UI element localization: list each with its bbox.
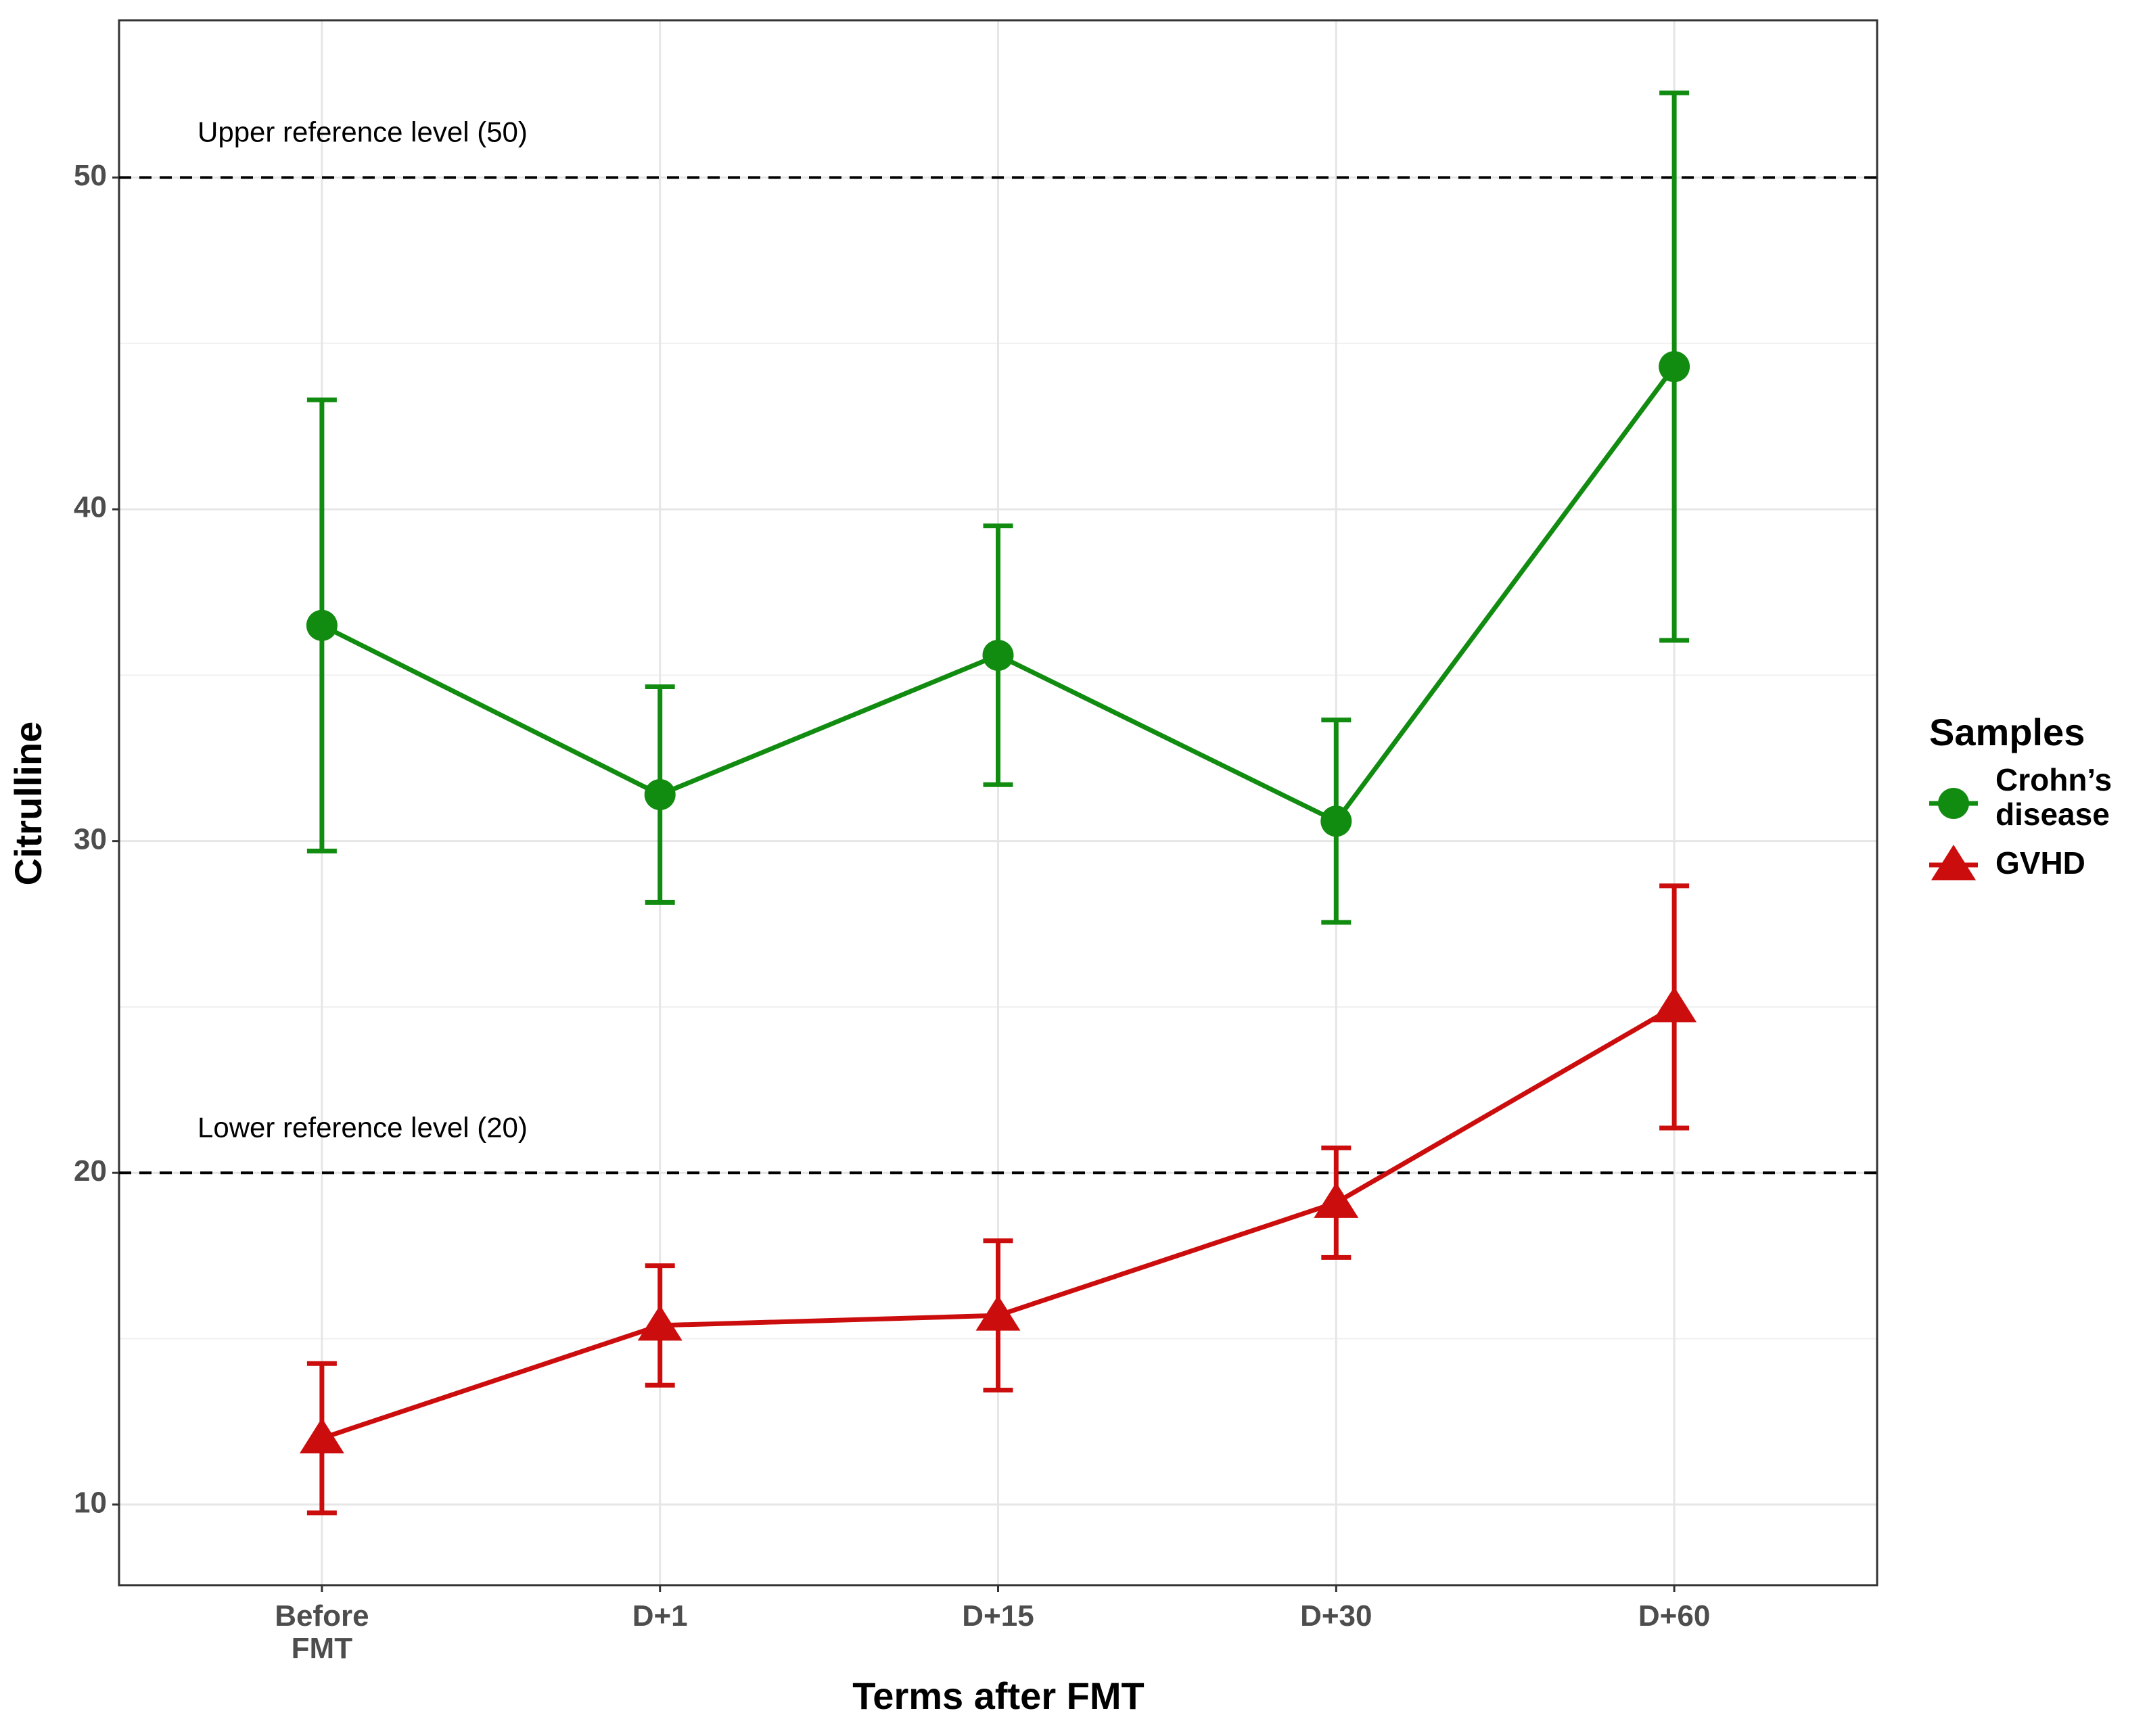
x-tick-label: Before FMT	[275, 1599, 369, 1666]
y-tick-label: 40	[74, 491, 107, 524]
y-tick-label: 50	[74, 159, 107, 192]
point	[1659, 351, 1690, 383]
point	[1314, 1182, 1359, 1218]
legend-label: Crohn’s disease	[1995, 762, 2113, 832]
x-tick-label: D+60	[1638, 1599, 1711, 1633]
y-axis-title: Citrulline	[7, 722, 49, 886]
point	[1938, 788, 1969, 819]
point	[1652, 986, 1697, 1023]
point	[982, 639, 1014, 671]
point	[1320, 805, 1352, 837]
legend-label: GVHD	[1995, 845, 2085, 881]
y-tick-label: 10	[74, 1486, 107, 1519]
series	[299, 883, 1697, 1516]
plot-border	[118, 19, 1878, 1587]
x-tick-label: D+15	[962, 1599, 1034, 1633]
reference-label: Upper reference level (50)	[198, 116, 528, 148]
point	[637, 1305, 683, 1341]
series	[306, 90, 1690, 925]
y-tick-label: 20	[74, 1154, 107, 1188]
point	[644, 778, 676, 810]
x-axis-title: Terms after FMT	[852, 1674, 1144, 1717]
point	[1931, 845, 1976, 881]
x-tick-label: D+1	[632, 1599, 688, 1633]
x-tick-label: D+30	[1300, 1599, 1372, 1633]
point	[975, 1295, 1021, 1331]
point	[306, 609, 338, 641]
legend-title: Samples	[1929, 711, 2085, 753]
point	[299, 1417, 344, 1454]
reference-label: Lower reference level (20)	[198, 1111, 528, 1143]
y-tick-label: 30	[74, 822, 107, 855]
